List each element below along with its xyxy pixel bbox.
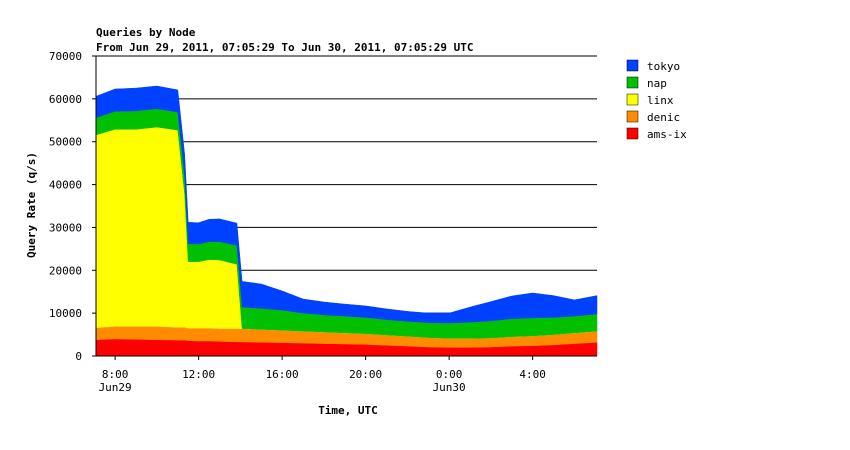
x-tick-sublabel: Jun29 xyxy=(99,381,132,394)
y-tick-labels: 0 10000 20000 30000 40000 50000 60000 70000 xyxy=(49,50,82,363)
legend: tokyo nap linx denic ams-ix xyxy=(626,59,687,141)
y-tick-label: 70000 xyxy=(49,50,82,63)
y-tick-label: 20000 xyxy=(49,264,82,277)
x-tick-label: 8:00 xyxy=(102,368,129,381)
y-tick-label: 50000 xyxy=(49,136,82,149)
y-tick-label: 40000 xyxy=(49,179,82,192)
legend-swatch-linx xyxy=(626,93,639,106)
stacked-areas xyxy=(95,85,598,357)
legend-label-nap: nap xyxy=(647,77,667,90)
legend-swatch-ams-ix xyxy=(626,127,639,140)
x-axis-label: Time, UTC xyxy=(318,404,378,417)
area-tokyo xyxy=(95,85,598,324)
y-tick-label: 30000 xyxy=(49,221,82,234)
x-tick-label: 16:00 xyxy=(266,368,299,381)
x-tick-sublabel: Jun30 xyxy=(433,381,466,394)
x-tick-label: 12:00 xyxy=(182,368,215,381)
x-tick-label: 0:00 xyxy=(436,368,463,381)
legend-label-denic: denic xyxy=(647,111,680,124)
legend-label-linx: linx xyxy=(647,94,674,107)
legend-label-tokyo: tokyo xyxy=(647,60,680,73)
axes xyxy=(95,56,597,357)
legend-swatch-tokyo xyxy=(626,59,639,72)
y-tick-label: 60000 xyxy=(49,93,82,106)
x-tick-label: 20:00 xyxy=(349,368,382,381)
y-axis-label: Query Rate (q/s) xyxy=(25,152,38,258)
legend-swatch-nap xyxy=(626,76,639,89)
x-tick-label: 4:00 xyxy=(519,368,546,381)
chart-subtitle: From Jun 29, 2011, 07:05:29 To Jun 30, 2… xyxy=(96,41,474,54)
y-tick-label: 10000 xyxy=(49,307,82,320)
legend-swatch-denic xyxy=(626,110,639,123)
chart-title: Queries by Node xyxy=(96,26,196,39)
legend-label-ams-ix: ams-ix xyxy=(647,128,687,141)
y-tick-label: 0 xyxy=(75,350,82,363)
